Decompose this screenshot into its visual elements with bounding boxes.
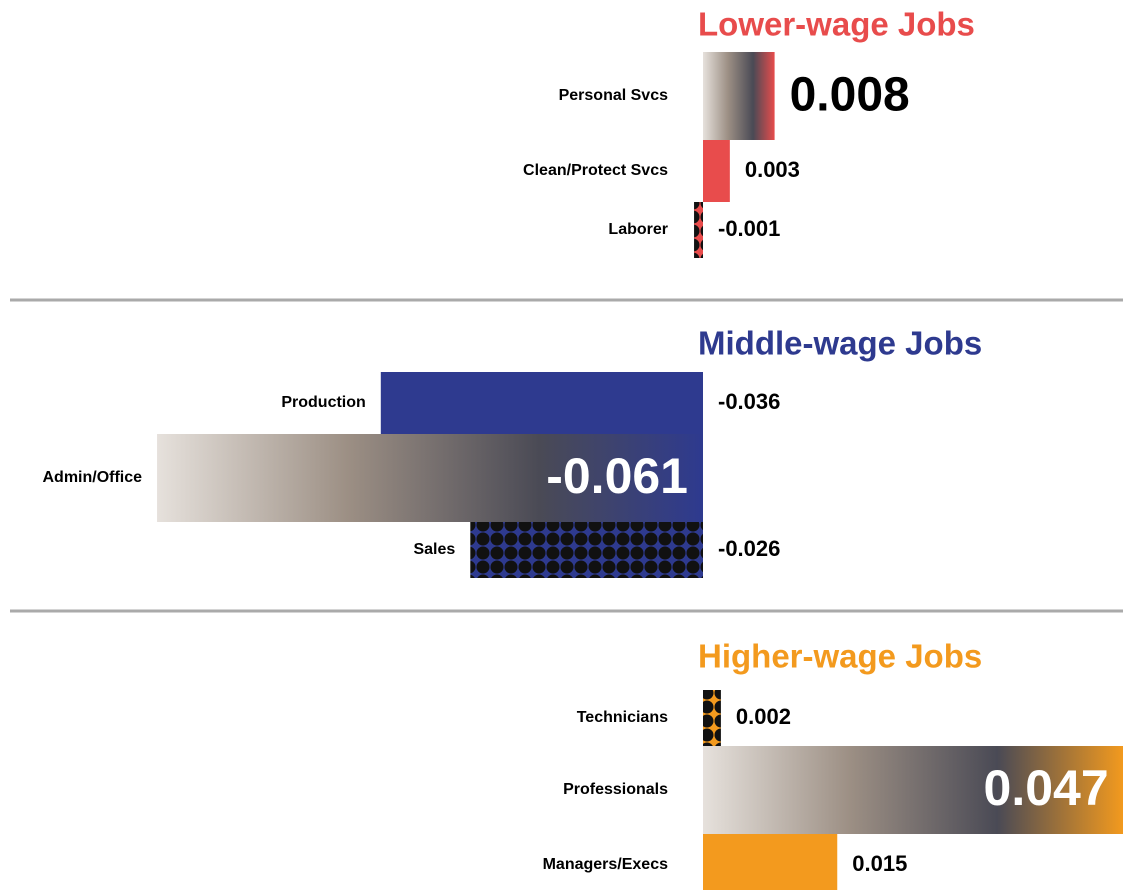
value-label: -0.036 [718,389,780,414]
value-label: 0.002 [736,704,791,729]
category-label: Sales [413,541,455,558]
panel-title: Middle-wage Jobs [698,325,982,362]
bar [703,140,730,202]
category-label: Admin/Office [42,469,142,486]
bar [703,690,721,746]
bar [694,202,703,258]
bar [380,372,703,434]
value-label: 0.008 [790,69,910,122]
value-label: -0.026 [718,536,780,561]
value-label: 0.047 [984,760,1109,816]
bar [703,52,775,140]
category-label: Personal Svcs [559,87,669,104]
panel-title: Lower-wage Jobs [698,6,975,43]
value-label: 0.015 [852,851,907,876]
category-label: Clean/Protect Svcs [523,162,668,179]
bar [470,522,703,578]
bar [703,834,838,890]
bar [703,746,1123,834]
category-label: Production [281,394,365,411]
value-label: -0.061 [546,448,688,504]
category-label: Managers/Execs [543,856,669,873]
value-label: 0.003 [745,157,800,182]
bar [157,434,704,522]
category-label: Laborer [608,221,668,238]
panel-title: Higher-wage Jobs [698,638,982,675]
category-label: Technicians [577,709,668,726]
category-label: Professionals [563,781,668,798]
value-label: -0.001 [718,216,780,241]
